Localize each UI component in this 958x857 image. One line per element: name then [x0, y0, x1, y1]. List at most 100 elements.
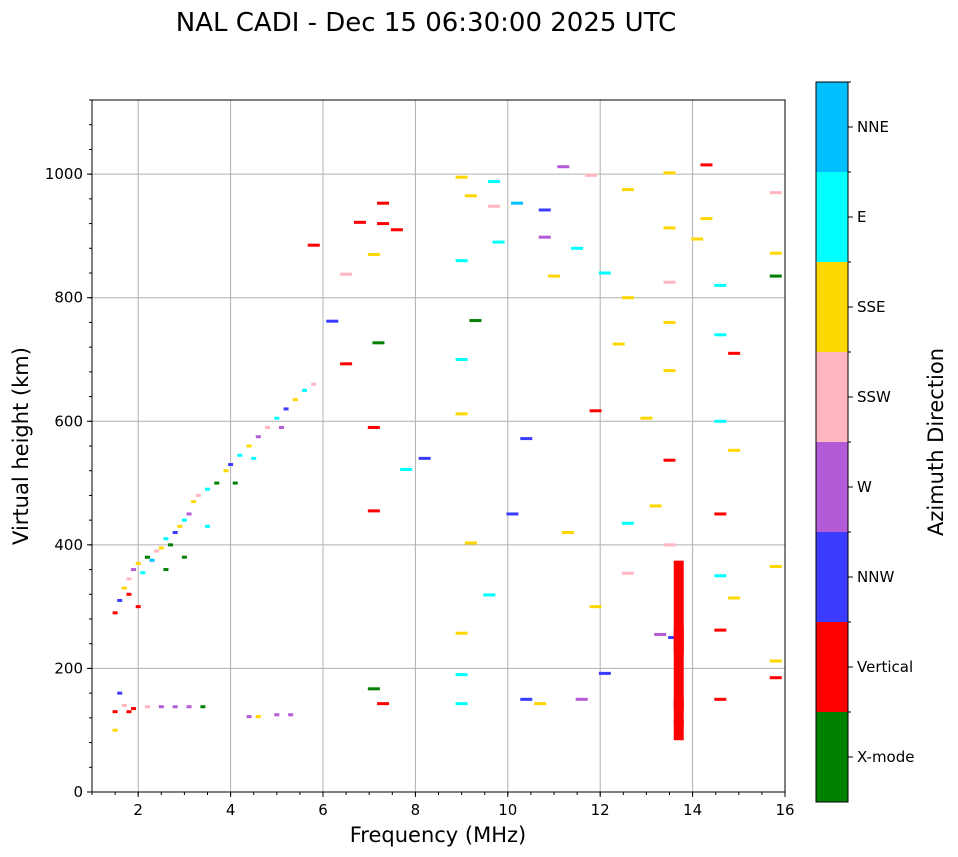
colorbar-tick-label: NNW: [857, 568, 894, 586]
data-point: [538, 208, 551, 212]
data-point: [511, 201, 524, 205]
data-point: [455, 673, 468, 677]
data-point: [728, 596, 741, 600]
data-point: [112, 728, 118, 732]
data-point: [168, 543, 174, 547]
data-point: [728, 351, 741, 355]
y-tick-label: 1000: [45, 165, 83, 183]
colorbar-tick-label: E: [857, 208, 866, 226]
data-point: [492, 240, 505, 244]
data-point: [340, 362, 353, 366]
data-point: [144, 555, 150, 559]
plot-area: 2 4 6 8 10 12 14 16 0 200 400 600 800 1000: [45, 99, 795, 819]
data-point: [158, 705, 164, 709]
x-tick-label: 6: [318, 801, 328, 819]
data-point: [589, 409, 602, 413]
y-tick-label: 400: [54, 536, 83, 554]
data-point: [186, 705, 192, 709]
data-point: [112, 710, 118, 714]
data-point: [274, 713, 280, 717]
data-point: [367, 252, 380, 256]
data-point: [700, 217, 713, 221]
data-point: [520, 697, 533, 701]
data-point: [205, 524, 210, 528]
data-point: [464, 194, 477, 198]
chart-title: NAL CADI - Dec 15 06:30:00 2025 UTC: [176, 8, 676, 38]
data-point: [200, 705, 206, 709]
colorbar-swatch: [816, 262, 848, 352]
data-point: [214, 481, 220, 485]
data-point: [246, 715, 252, 719]
data-point: [769, 676, 782, 680]
data-point: [255, 435, 261, 439]
data-point: [621, 571, 634, 575]
data-point: [172, 531, 178, 534]
data-point: [769, 564, 782, 568]
data-point: [144, 705, 150, 709]
x-tick-label: 10: [498, 801, 517, 819]
data-point: [311, 382, 317, 386]
data-point: [714, 333, 727, 337]
data-point: [302, 388, 308, 392]
data-point: [464, 541, 477, 545]
y-tick-label: 0: [73, 783, 83, 801]
data-point: [455, 175, 468, 179]
colorbar-tick-label: SSE: [857, 298, 886, 316]
x-tick-label: 4: [226, 801, 236, 819]
data-point: [372, 341, 385, 345]
x-axis-ticks: 2 4 6 8 10 12 14 16: [91, 792, 795, 819]
data-point: [135, 561, 141, 565]
data-point: [367, 509, 380, 513]
data-point: [121, 704, 127, 707]
data-point: [274, 416, 280, 420]
data-point: [640, 416, 653, 420]
data-point: [769, 659, 782, 663]
data-point: [232, 481, 238, 485]
data-point: [571, 246, 584, 250]
data-point: [621, 188, 634, 192]
data-point: [121, 586, 127, 590]
data-point: [237, 453, 243, 457]
data-point: [700, 163, 713, 167]
y-axis-label: Virtual height (km): [9, 347, 33, 545]
data-point: [455, 702, 468, 706]
plot-background: [92, 100, 785, 792]
data-point: [158, 546, 164, 550]
x-tick-label: 8: [411, 801, 421, 819]
data-point: [251, 456, 257, 460]
data-point: [663, 280, 676, 284]
colorbar-tick-label: SSW: [857, 388, 891, 406]
data-point: [140, 571, 146, 575]
data-point: [548, 274, 560, 278]
colorbar-tick-label: NNE: [857, 118, 889, 136]
data-point: [181, 555, 187, 559]
data-point: [598, 271, 611, 275]
colorbar-tick-label: Vertical: [857, 658, 913, 676]
vertical-column-bar: [673, 720, 684, 741]
colorbar-swatch: [816, 622, 848, 712]
data-point: [769, 274, 782, 278]
data-point: [584, 173, 597, 177]
data-point: [117, 598, 123, 602]
data-point: [769, 251, 782, 255]
data-point: [377, 702, 390, 706]
data-point: [255, 715, 261, 719]
data-point: [714, 283, 727, 287]
data-point: [598, 671, 611, 675]
azimuth-colorbar: X-mode Vertical NNW W SSW SSE E NNE: [815, 81, 914, 803]
data-point: [126, 592, 132, 596]
data-point: [714, 574, 727, 578]
data-point: [326, 319, 339, 323]
data-point: [340, 272, 353, 276]
data-points: [112, 163, 782, 732]
data-point: [520, 437, 533, 441]
data-point: [131, 707, 137, 711]
data-point: [163, 537, 169, 541]
data-point: [455, 259, 468, 263]
data-point: [163, 568, 169, 572]
data-point: [649, 504, 662, 508]
data-point: [691, 237, 704, 241]
vertical-column-bar: [673, 560, 684, 653]
data-point: [621, 296, 634, 300]
